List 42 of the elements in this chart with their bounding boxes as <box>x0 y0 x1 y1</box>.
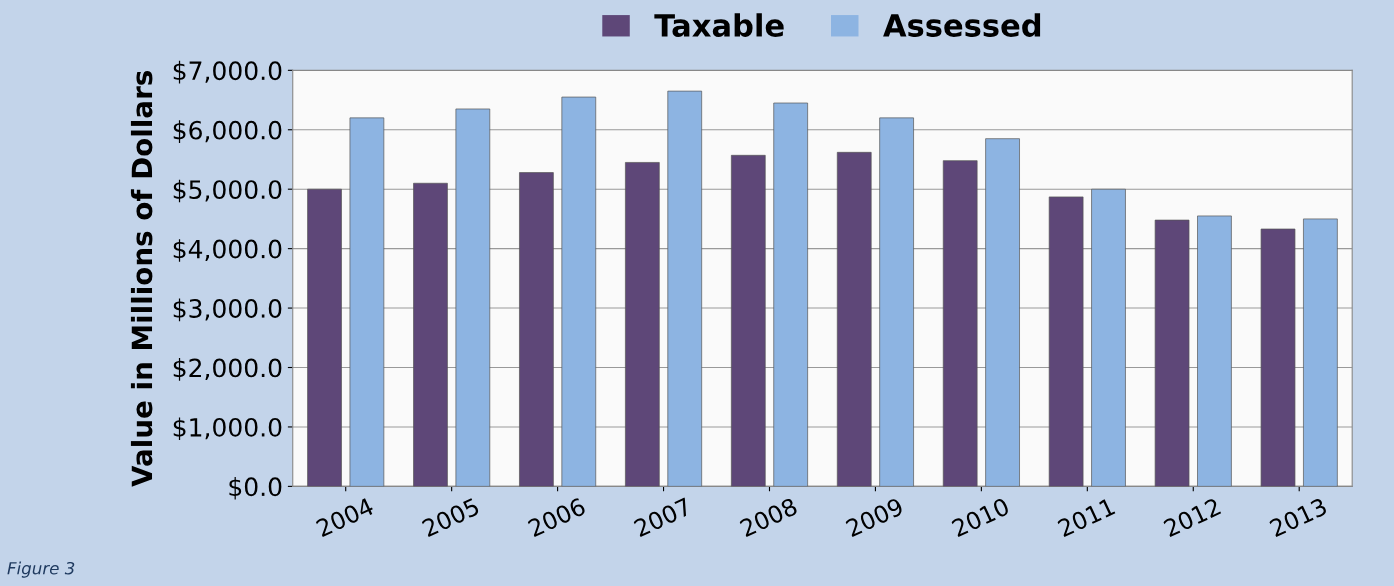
bar <box>1091 188 1126 487</box>
bar <box>561 96 597 487</box>
bar <box>413 182 448 487</box>
bar <box>519 172 554 487</box>
x-tick-label: 2009 <box>845 497 905 538</box>
x-tick-label: 2008 <box>739 497 799 538</box>
bar <box>942 160 978 487</box>
x-tick-label: 2004 <box>315 497 375 538</box>
bar <box>985 138 1020 487</box>
bar <box>731 154 766 487</box>
bar <box>879 117 914 487</box>
bar <box>349 117 385 487</box>
bar <box>455 108 491 487</box>
bar <box>307 188 342 487</box>
bar <box>1197 215 1232 487</box>
y-tick-label: $7,000.0 <box>173 60 282 84</box>
x-tick-label: 2006 <box>527 497 587 538</box>
x-tick-label: 2012 <box>1162 497 1222 538</box>
x-tick-label: 2005 <box>421 497 480 538</box>
bar <box>1154 219 1190 487</box>
x-tick-label: 2007 <box>633 497 692 538</box>
bar <box>1048 196 1084 487</box>
y-tick-label: $4,000.0 <box>173 239 282 262</box>
y-tick-label: $2,000.0 <box>173 358 282 381</box>
bar <box>625 162 660 487</box>
y-axis-title: Value in Millions of Dollars <box>130 71 153 487</box>
y-tick-label: $1,000.0 <box>173 417 282 441</box>
x-tick-label: 2010 <box>951 497 1011 538</box>
x-tick-label: 2011 <box>1057 497 1116 538</box>
legend-label: Assessed <box>883 13 1041 37</box>
bar <box>773 102 808 487</box>
x-tick-label: 2013 <box>1268 497 1328 538</box>
y-tick-label: $6,000.0 <box>173 120 282 143</box>
bar <box>1260 228 1296 487</box>
y-tick-label: $5,000.0 <box>173 179 282 203</box>
y-tick-label: $3,000.0 <box>173 298 282 322</box>
bar <box>667 90 703 487</box>
caption: Figure 3 <box>7 561 75 578</box>
y-tick-label: $0.0 <box>229 476 282 500</box>
bar <box>1303 218 1338 487</box>
legend-label: Taxable <box>654 13 784 37</box>
bar <box>836 151 872 487</box>
